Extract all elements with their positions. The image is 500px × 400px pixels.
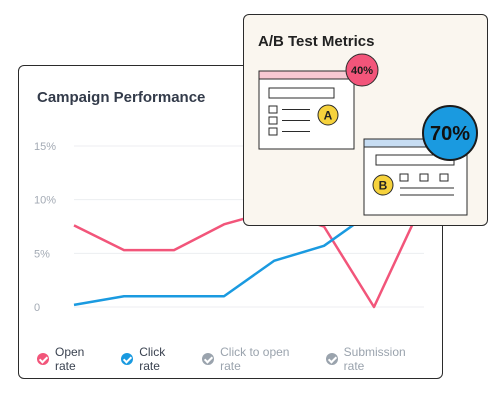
ab-test-illustration: A 40% B 70% (258, 53, 478, 216)
variant-a-letter-badge: A (317, 104, 339, 126)
ab-test-card: A/B Test Metrics A 40% (243, 14, 488, 226)
campaign-chart: 15% 10% 5% 0 (34, 141, 426, 314)
variant-b-letter-badge: B (372, 174, 394, 196)
check-circle-icon (121, 353, 134, 365)
y-tick-label: 15% (34, 141, 56, 153)
y-tick-label: 0 (34, 302, 40, 314)
variant-b-percent-badge: 70% (422, 105, 478, 161)
legend-open-rate[interactable]: Open rate (37, 345, 107, 373)
variant-b-percent: 70% (430, 123, 470, 145)
check-circle-icon (37, 353, 49, 365)
chart-legend: Open rate Click rate Click to open rate … (37, 345, 442, 373)
check-circle-icon (325, 353, 338, 365)
ab-test-title: A/B Test Metrics (258, 33, 375, 50)
y-tick-label: 5% (34, 248, 50, 260)
legend-label: Open rate (55, 345, 85, 373)
variant-b-letter: B (379, 179, 388, 193)
legend-label: Submission rate (343, 345, 406, 373)
check-circle-icon (202, 353, 215, 365)
variant-a-percent-badge: 40% (345, 53, 379, 87)
variant-a-letter: A (324, 109, 333, 123)
campaign-title: Campaign Performance (37, 89, 206, 106)
legend-click-rate[interactable]: Click rate (121, 345, 188, 373)
legend-label: Click rate (139, 345, 166, 373)
legend-label: Click to open rate (220, 345, 290, 373)
variant-a-mockup (258, 70, 355, 150)
variant-a-percent: 40% (351, 65, 373, 77)
y-tick-label: 10% (34, 195, 56, 207)
legend-click-to-open-rate[interactable]: Click to open rate (202, 345, 312, 373)
legend-submission-rate[interactable]: Submission rate (325, 345, 428, 373)
